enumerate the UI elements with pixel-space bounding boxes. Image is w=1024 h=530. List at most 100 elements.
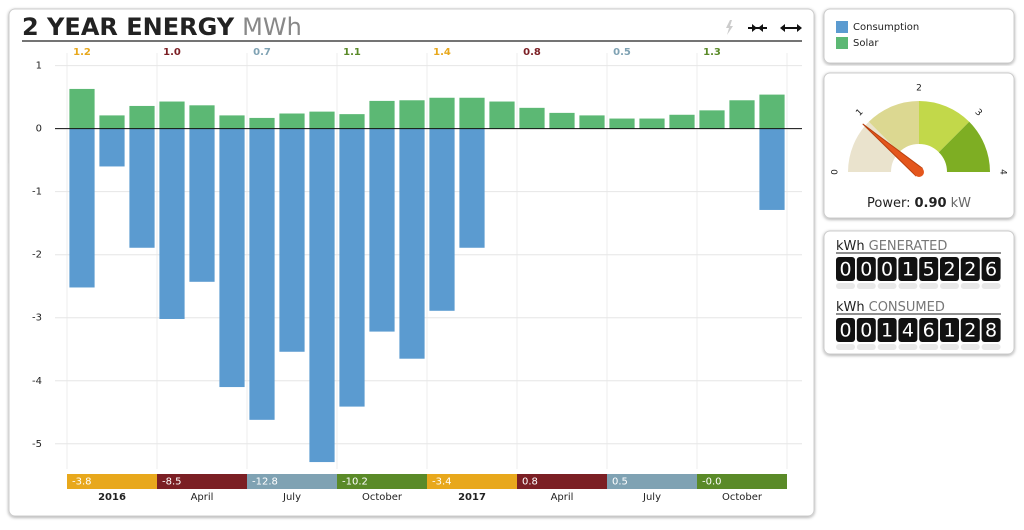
counter-label: GENERATED — [869, 239, 948, 254]
bar — [549, 112, 575, 129]
bar — [579, 115, 605, 129]
quarter-net-band — [427, 474, 517, 489]
gauge-tick-label: 2 — [916, 84, 922, 94]
bar — [249, 117, 275, 129]
digit-reflection — [940, 283, 959, 289]
digit-box — [919, 257, 939, 281]
quarter-solar-label: 0.7 — [253, 47, 271, 58]
quarter-solar-label: 0.5 — [613, 47, 631, 58]
digit: 0 — [860, 259, 872, 281]
digit-box — [898, 257, 918, 281]
digit-reflection — [898, 283, 918, 289]
digit: 0 — [839, 320, 851, 342]
bar — [399, 100, 425, 129]
bar — [489, 101, 515, 129]
quarter-net-band — [607, 474, 697, 489]
digit-box — [960, 257, 980, 281]
digit-box — [981, 257, 1001, 281]
digit: 6 — [985, 259, 997, 281]
digit: 1 — [881, 320, 893, 342]
digit-box — [836, 257, 855, 281]
legend-swatch — [836, 21, 848, 33]
bar — [189, 105, 215, 129]
digit: 8 — [985, 320, 997, 342]
quarter-net-label: -3.4 — [432, 477, 452, 488]
x-tick-label: April — [191, 492, 214, 503]
gauge-band — [938, 121, 990, 172]
y-tick-label: -4 — [32, 376, 42, 387]
legend-label: Consumption — [853, 22, 919, 33]
bar — [429, 128, 455, 311]
bar — [399, 128, 425, 359]
bar — [219, 128, 245, 388]
digit: 1 — [943, 320, 955, 342]
lightning-icon[interactable] — [726, 20, 733, 35]
legend-label: Solar — [853, 38, 879, 49]
bar — [459, 128, 485, 248]
digit-box — [919, 318, 939, 342]
bar — [759, 94, 785, 129]
bar — [279, 128, 305, 352]
digit: 5 — [923, 259, 935, 281]
quarter-solar-label: 1.1 — [343, 47, 361, 58]
digit-reflection — [919, 283, 939, 289]
bar — [189, 128, 215, 282]
chart-heading: 2 YEAR ENERGY MWh — [22, 13, 302, 41]
bar — [69, 128, 95, 288]
x-tick-label: July — [642, 492, 661, 503]
bar — [459, 97, 485, 129]
gauge-hub — [914, 167, 924, 177]
gauge-tick-label: 1 — [854, 107, 865, 118]
quarter-net-label: -3.8 — [72, 477, 92, 488]
chart-title: 2 YEAR ENERGY — [22, 13, 235, 41]
collapse-icon[interactable] — [748, 24, 767, 32]
quarter-solar-label: 1.2 — [73, 47, 91, 58]
counter-label: CONSUMED — [869, 300, 945, 315]
quarter-net-band — [157, 474, 247, 489]
quarter-net-band — [67, 474, 157, 489]
bar — [99, 115, 125, 129]
expand-icon[interactable] — [780, 24, 802, 32]
bar — [159, 128, 185, 319]
digit-reflection — [898, 344, 918, 350]
x-tick-label: October — [362, 492, 403, 503]
chart-unit: MWh — [242, 13, 302, 41]
digit-box — [877, 318, 897, 342]
digit: 6 — [923, 320, 935, 342]
power-label: Power: — [867, 196, 910, 211]
bar — [159, 101, 185, 129]
digit-box — [856, 257, 876, 281]
counter-title: kWh CONSUMED — [836, 300, 945, 315]
x-tick-label: 2017 — [458, 492, 486, 503]
gauge-panel — [823, 72, 1015, 219]
gauge-band — [848, 121, 900, 172]
bar — [339, 114, 365, 129]
digit-reflection — [877, 283, 897, 289]
bar — [429, 97, 455, 129]
bar — [339, 128, 365, 407]
quarter-solar-label: 0.8 — [523, 47, 541, 58]
counter-unit: kWh — [836, 300, 865, 315]
bar — [519, 107, 545, 129]
digit: 0 — [860, 320, 872, 342]
digit-box — [877, 257, 897, 281]
gauge-tick-label: 4 — [998, 169, 1008, 175]
digit-reflection — [877, 344, 897, 350]
digit-reflection — [981, 283, 1001, 289]
counter-unit: kWh — [836, 239, 865, 254]
digit-reflection — [836, 283, 855, 289]
quarter-net-band — [697, 474, 787, 489]
quarter-net-label: -0.0 — [702, 477, 722, 488]
bar — [729, 100, 755, 129]
digit-box — [898, 318, 918, 342]
bar — [249, 128, 275, 420]
bar — [129, 105, 155, 129]
quarter-net-label: 0.5 — [612, 477, 628, 488]
y-tick-label: -1 — [32, 187, 42, 198]
y-tick-label: 1 — [36, 61, 42, 72]
y-tick-label: -3 — [32, 313, 42, 324]
bar — [759, 128, 785, 210]
bar — [309, 111, 335, 129]
digit-box — [940, 318, 959, 342]
